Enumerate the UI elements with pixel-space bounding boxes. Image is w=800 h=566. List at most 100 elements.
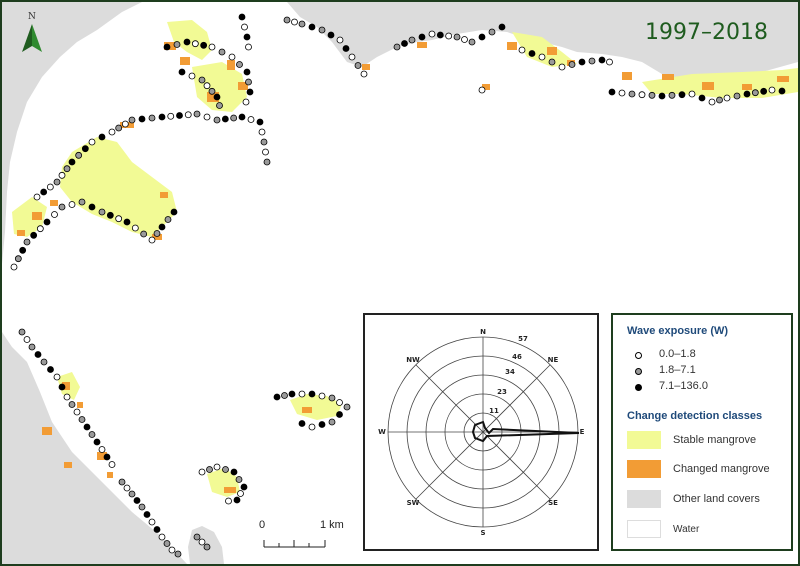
wave-exposure-point-icon xyxy=(167,112,175,120)
wave-exposure-point-icon xyxy=(193,110,201,118)
wave-exposure-point-icon xyxy=(263,158,271,166)
wave-exposure-point-icon xyxy=(778,87,786,95)
wave-exposure-point-icon xyxy=(138,115,146,123)
wave-exposure-point-icon xyxy=(548,58,556,66)
wave-exposure-point-icon xyxy=(408,36,416,44)
scale-start-label: 0 xyxy=(259,519,266,531)
wave-exposure-point-icon xyxy=(628,90,636,98)
wave-exposure-point-icon xyxy=(28,343,36,351)
wave-exposure-point-icon xyxy=(242,98,250,106)
wave-exposure-point-icon xyxy=(153,526,161,533)
wave-exposure-point-icon xyxy=(68,158,76,166)
wave-exposure-point-icon xyxy=(342,45,350,52)
wave-exposure-point-icon xyxy=(658,92,666,100)
wave-exposure-point-icon xyxy=(648,91,656,99)
wave-exposure-point-icon xyxy=(688,90,696,98)
other-land-label: Other land covers xyxy=(673,493,760,505)
wave-exposure-point-icon xyxy=(498,23,506,31)
wave-exposure-point-icon xyxy=(158,533,166,541)
wave-exposure-point-icon xyxy=(468,38,476,46)
wave-exposure-point-icon xyxy=(336,411,343,418)
wave-exposure-point-icon xyxy=(733,92,741,100)
wave-exposure-point-icon xyxy=(198,538,206,546)
wave-exposure-point-icon xyxy=(218,48,226,56)
wave-low-icon xyxy=(635,352,642,359)
wave-exposure-point-icon xyxy=(174,550,182,558)
wave-exposure-point-icon xyxy=(81,145,89,153)
wave-exposure-point-icon xyxy=(698,94,706,102)
wave-exposure-point-icon xyxy=(418,33,426,41)
scale-bar xyxy=(263,540,326,548)
wave-exposure-point-icon xyxy=(200,41,208,49)
wave-exposure-point-icon xyxy=(98,446,106,453)
stable-mangrove-label: Stable mangrove xyxy=(673,434,757,446)
wave-exposure-point-icon xyxy=(393,43,401,51)
wave-exposure-point-icon xyxy=(23,336,31,343)
wave-exposure-point-icon xyxy=(46,183,54,191)
stable-mangrove-swatch xyxy=(627,431,661,449)
wave-exposure-point-icon xyxy=(183,38,191,46)
wave-exposure-point-icon xyxy=(308,423,316,431)
wave-exposure-point-icon xyxy=(19,246,27,254)
wave-exposure-point-icon xyxy=(98,133,106,141)
wave-exposure-point-icon xyxy=(98,208,106,216)
wave-exposure-point-icon xyxy=(258,128,266,136)
other-land-swatch xyxy=(627,490,661,508)
wave-exposure-point-icon xyxy=(75,151,83,159)
wave-low-label: 0.0–1.8 xyxy=(659,348,696,360)
wave-exposure-point-icon xyxy=(488,28,496,36)
wave-exposure-point-icon xyxy=(158,223,166,231)
wave-exposure-point-icon xyxy=(106,211,114,219)
wave-exposure-point-icon xyxy=(36,225,44,233)
wave-rose-chart xyxy=(387,336,580,528)
wave-mid-label: 1.8–7.1 xyxy=(659,364,696,376)
wave-exposure-point-icon xyxy=(193,533,201,541)
wave-exposure-point-icon xyxy=(318,421,326,428)
rose-dir-se: SE xyxy=(548,499,558,507)
wave-exposure-point-icon xyxy=(760,87,768,95)
wave-exposure-point-icon xyxy=(43,218,51,226)
legend-wave-title: Wave exposure (W) xyxy=(627,325,729,337)
wave-exposure-point-icon xyxy=(245,43,252,51)
wave-exposure-point-icon xyxy=(153,230,161,237)
wave-exposure-point-icon xyxy=(247,116,255,123)
wave-exposure-point-icon xyxy=(243,68,251,76)
wave-exposure-point-icon xyxy=(262,148,269,156)
wave-exposure-point-icon xyxy=(58,383,66,391)
wave-exposure-point-icon xyxy=(518,46,526,54)
wave-exposure-point-icon xyxy=(158,113,166,121)
wave-exposure-point-icon xyxy=(588,57,596,65)
wave-exposure-point-icon xyxy=(298,420,306,427)
wave-exposure-point-icon xyxy=(281,392,288,399)
wave-exposure-point-icon xyxy=(768,86,776,94)
wave-exposure-point-icon xyxy=(578,58,586,66)
wave-exposure-point-icon xyxy=(538,53,546,61)
wave-exposure-point-icon xyxy=(10,263,18,271)
wave-exposure-point-icon xyxy=(298,20,306,28)
wave-exposure-point-icon xyxy=(68,401,76,408)
wave-exposure-point-icon xyxy=(478,33,486,41)
wave-exposure-point-icon xyxy=(327,31,335,39)
wave-exposure-point-icon xyxy=(51,211,58,218)
wave-exposure-point-icon xyxy=(188,72,196,80)
wave-exposure-point-icon xyxy=(723,94,731,102)
wave-exposure-point-icon xyxy=(14,255,22,263)
wave-mid-icon xyxy=(635,368,642,375)
wave-exposure-point-icon xyxy=(163,540,171,547)
wave-exposure-point-icon xyxy=(213,463,221,471)
stable-patch-big xyxy=(60,137,177,237)
wave-exposure-point-icon xyxy=(606,58,613,66)
wave-exposure-point-icon xyxy=(83,423,91,431)
changed-mangrove-patches xyxy=(17,42,789,493)
rose-ring-label: 46 xyxy=(512,353,522,361)
wave-exposure-point-icon xyxy=(63,393,71,401)
wave-exposure-point-icon xyxy=(148,236,156,244)
rose-dir-n: N xyxy=(480,328,486,336)
wave-exposure-point-icon xyxy=(140,230,148,238)
wave-exposure-point-icon xyxy=(318,392,326,400)
wave-exposure-point-icon xyxy=(608,88,616,96)
wave-exposure-points xyxy=(10,13,786,558)
wave-exposure-point-icon xyxy=(360,70,368,78)
wave-exposure-point-icon xyxy=(63,165,71,173)
